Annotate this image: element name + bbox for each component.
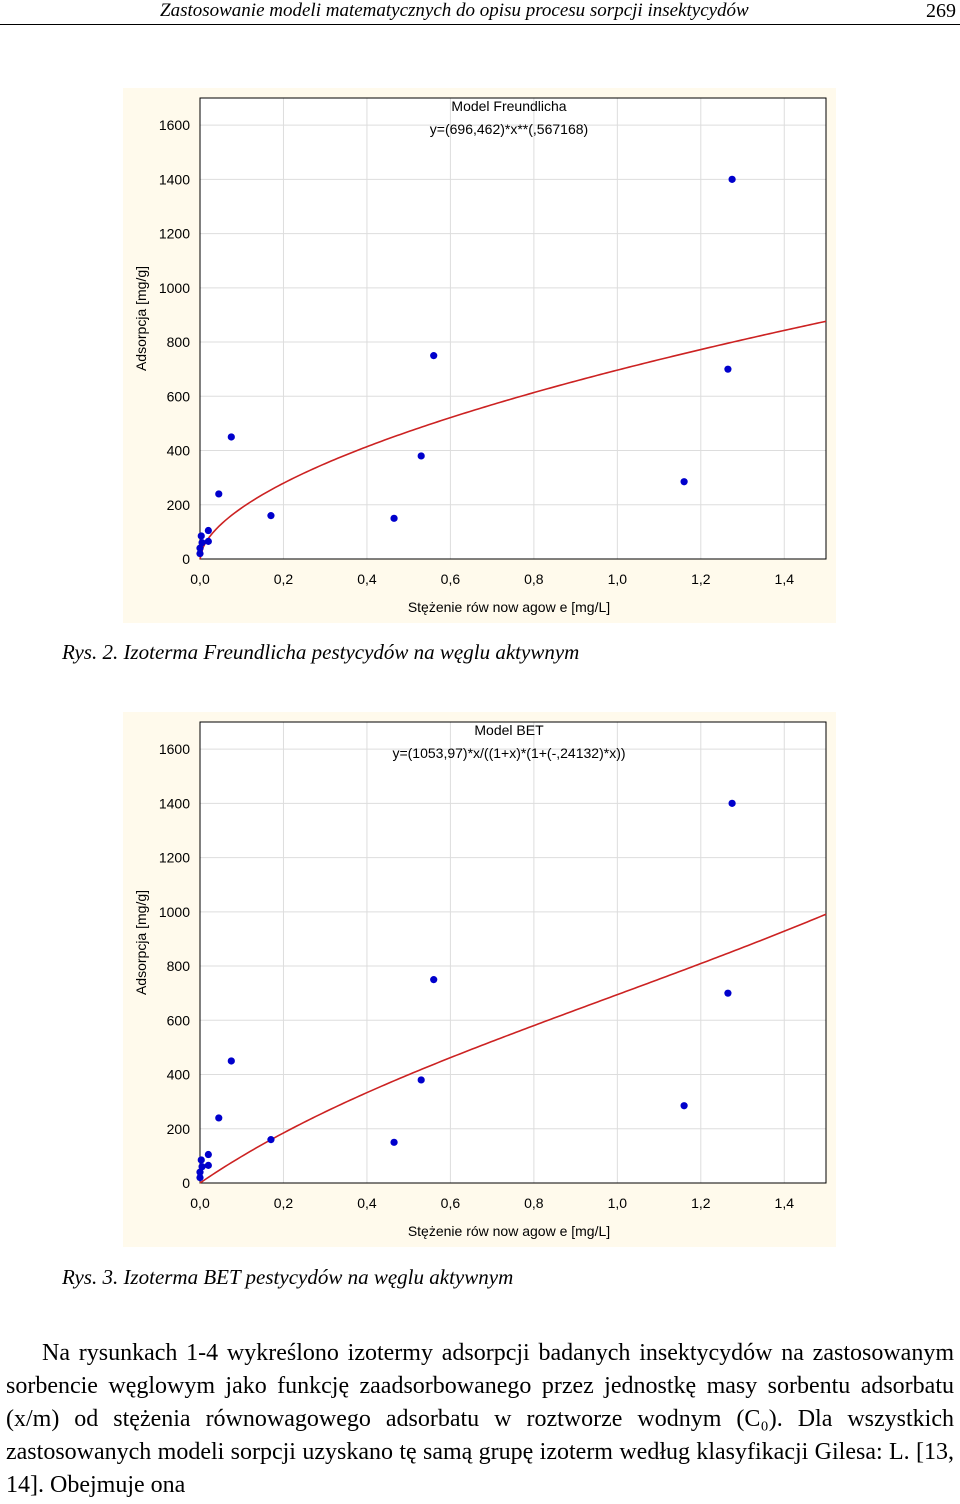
data-point: [197, 1156, 205, 1164]
y-tick-label: 1200: [159, 226, 190, 242]
data-point: [197, 532, 205, 540]
y-tick-label: 0: [182, 1175, 190, 1191]
data-point: [267, 512, 275, 520]
data-point: [215, 490, 223, 498]
x-axis-label: Stężenie rów now agow e [mg/L]: [408, 1223, 610, 1239]
data-point: [227, 433, 235, 441]
plot-frame: [199, 97, 827, 560]
y-tick-label: 0: [182, 551, 190, 567]
x-axis-label: Stężenie rów now agow e [mg/L]: [408, 599, 610, 615]
bet-chart-svg: 0,0 0,2 0,4 0,6 0,8 1,0 1,2 1,4 0 200 400 600 800 100…: [133, 721, 827, 1239]
data-point: [198, 539, 206, 547]
y-tick-label: 200: [167, 1121, 191, 1137]
data-point: [198, 1163, 206, 1171]
x-tick-label: 0,6: [441, 1195, 461, 1211]
data-point: [204, 537, 212, 545]
y-tick-label: 600: [167, 388, 191, 404]
data-point: [724, 989, 732, 997]
x-tick-label: 0,8: [524, 1195, 544, 1211]
figure-3-caption: Rys. 3. Izoterma BET pestycydów na węglu…: [62, 1265, 514, 1289]
freundlich-chart-svg: 0,0 0,2 0,4 0,6 0,8 1,0 1,2 1,4 0 200 400 600 800 100…: [133, 97, 827, 615]
data-point: [196, 549, 204, 558]
x-tick-label: 0,0: [190, 1195, 210, 1211]
data-point: [417, 1076, 425, 1084]
data-point: [227, 1057, 235, 1065]
y-tick-label: 1000: [159, 904, 190, 920]
y-tick-label: 600: [167, 1012, 191, 1028]
x-tick-label: 0,4: [357, 571, 377, 587]
x-tick-label: 1,0: [608, 1195, 628, 1211]
x-tick-label: 0,6: [441, 571, 461, 587]
running-header: Zastosowanie modeli matematycznych do op…: [0, 0, 960, 25]
data-point: [417, 452, 425, 460]
data-point: [728, 799, 736, 807]
body-paragraph: Na rysunkach 1-4 wykreślono izotermy ads…: [6, 1337, 954, 1502]
y-tick-label: 1400: [159, 795, 190, 811]
y-tick-label: 1000: [159, 280, 190, 296]
y-tick-label: 1600: [159, 117, 190, 133]
paragraph-text: Na rysunkach 1-4 wykreślono izotermy ads…: [6, 1340, 954, 1498]
y-tick-label: 1200: [159, 850, 190, 866]
data-point: [390, 514, 398, 522]
fit-curve: [199, 913, 827, 1184]
x-tick-label: 1,2: [691, 571, 711, 587]
page-number: 269: [926, 0, 956, 22]
plot-area: [200, 98, 826, 559]
y-tick-label: 800: [167, 334, 191, 350]
y-axis-label: Adsorpcja [mg/g]: [133, 266, 149, 371]
bet-chart: 0,0 0,2 0,4 0,6 0,8 1,0 1,2 1,4 0 200 400 600 800 100…: [123, 712, 836, 1247]
data-point: [680, 1102, 688, 1110]
y-tick-label: 1400: [159, 171, 190, 187]
data-point: [390, 1138, 398, 1146]
x-tick-label: 0,2: [274, 571, 294, 587]
chart-title: Model BET: [474, 722, 544, 738]
data-point: [267, 1136, 275, 1144]
x-tick-label: 0,8: [524, 571, 544, 587]
data-point: [430, 352, 438, 360]
data-point: [204, 1150, 212, 1159]
x-tick-label: 1,4: [775, 571, 795, 587]
data-point: [204, 526, 212, 535]
data-point: [196, 544, 204, 552]
data-point: [196, 1173, 204, 1182]
header-title: Zastosowanie modeli matematycznych do op…: [160, 0, 749, 21]
y-tick-label: 800: [167, 958, 191, 974]
plot-area: [200, 722, 826, 1183]
chart-title: Model Freundlicha: [451, 98, 566, 114]
plot-frame: [199, 721, 827, 1184]
y-tick-label: 400: [167, 1067, 191, 1083]
freundlich-chart: 0,0 0,2 0,4 0,6 0,8 1,0 1,2 1,4 0 200 400 600 800 100…: [123, 88, 836, 623]
data-point: [430, 976, 438, 984]
y-tick-label: 400: [167, 443, 191, 459]
x-tick-label: 0,0: [190, 571, 210, 587]
data-point: [215, 1114, 223, 1122]
data-point: [196, 1168, 204, 1176]
data-point: [724, 365, 732, 373]
x-tick-label: 1,4: [775, 1195, 795, 1211]
figure-2-caption: Rys. 2. Izoterma Freundlicha pestycydów …: [62, 640, 580, 664]
data-point: [728, 175, 736, 183]
x-tick-label: 0,2: [274, 1195, 294, 1211]
data-point: [680, 478, 688, 486]
y-axis-label: Adsorpcja [mg/g]: [133, 890, 149, 995]
y-tick-label: 1600: [159, 741, 190, 757]
fit-curve: [199, 320, 827, 560]
chart-equation: y=(1053,97)*x/((1+x)*(1+(-,24132)*x)): [392, 745, 625, 761]
x-tick-label: 1,0: [608, 571, 628, 587]
y-tick-label: 200: [167, 497, 191, 513]
chart-equation: y=(696,462)*x**(,567168): [430, 121, 588, 137]
x-tick-label: 0,4: [357, 1195, 377, 1211]
data-point: [204, 1161, 212, 1169]
x-tick-label: 1,2: [691, 1195, 711, 1211]
